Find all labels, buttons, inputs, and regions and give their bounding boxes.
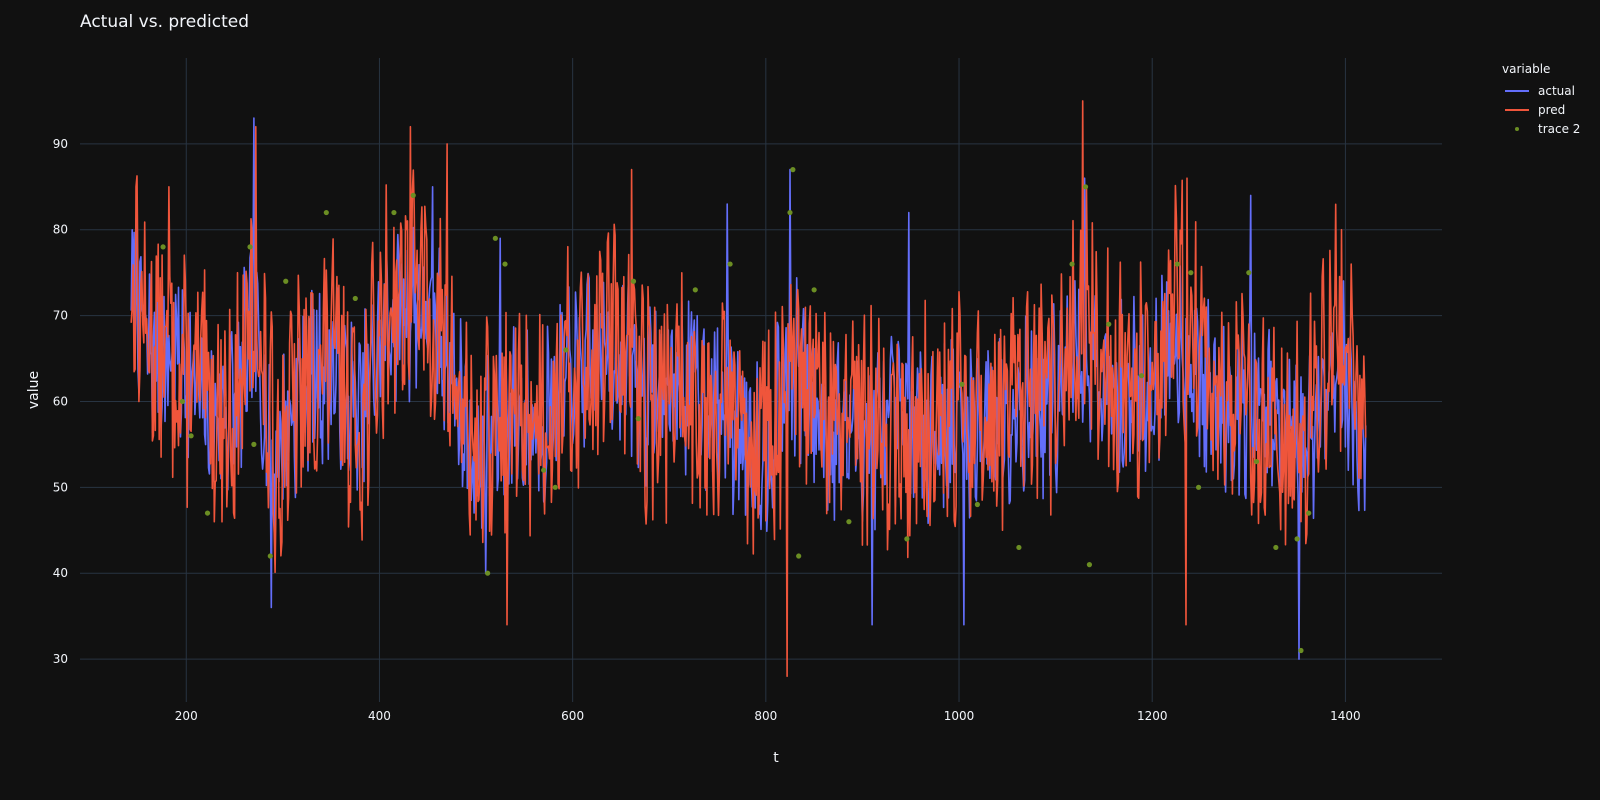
legend-swatch-trace-2 — [1502, 124, 1532, 134]
trace-2-point[interactable] — [635, 416, 641, 422]
trace-2-point[interactable] — [247, 244, 253, 250]
trace-2-point[interactable] — [796, 553, 802, 559]
y-tick-label: 30 — [53, 652, 68, 666]
trace-2-point[interactable] — [1082, 184, 1089, 190]
trace-2-point[interactable] — [974, 501, 980, 508]
y-tick-labels: 30 40 50 60 70 80 90 — [53, 137, 68, 666]
y-tick-label: 90 — [53, 137, 68, 151]
legend-item-pred[interactable]: pred — [1502, 100, 1580, 119]
trace-2-point[interactable] — [1106, 321, 1112, 327]
trace-2-point[interactable] — [283, 278, 289, 284]
y-tick-label: 40 — [53, 566, 68, 580]
trace-2-point[interactable] — [1253, 458, 1260, 465]
legend: variable actual pred trace 2 — [1502, 62, 1580, 138]
trace-2-point[interactable] — [160, 244, 166, 250]
trace-2-point[interactable] — [787, 209, 793, 216]
chart-title: Actual vs. predicted — [80, 12, 250, 32]
trace-2-point[interactable] — [323, 209, 329, 216]
x-tick-label: 1200 — [1137, 709, 1168, 723]
legend-swatch-pred — [1502, 105, 1532, 115]
trace-2-point[interactable] — [692, 287, 698, 293]
x-tick-label: 200 — [175, 709, 198, 723]
x-tick-labels: 200 400 600 800 1000 1200 1400 — [175, 709, 1361, 723]
trace-2-point[interactable] — [485, 570, 491, 576]
trace-2-point[interactable] — [630, 278, 637, 284]
y-tick-label: 80 — [53, 223, 68, 237]
trace-2-point[interactable] — [1188, 270, 1194, 276]
plot-traces — [130, 100, 1367, 677]
trace-2-point[interactable] — [410, 192, 416, 198]
trace-2-point[interactable] — [1273, 544, 1279, 551]
trace-2-point[interactable] — [188, 433, 194, 439]
trace-2-point[interactable] — [492, 235, 498, 241]
trace-2-point[interactable] — [1174, 261, 1180, 267]
trace-2-point[interactable] — [251, 441, 257, 447]
legend-label-actual: actual — [1538, 83, 1575, 98]
legend-item-trace-2[interactable]: trace 2 — [1502, 119, 1580, 138]
series-line-pred[interactable] — [130, 100, 1367, 677]
trace-2-point[interactable] — [959, 381, 965, 387]
trace-2-point[interactable] — [904, 536, 910, 542]
trace-2-point[interactable] — [502, 261, 508, 267]
trace-2-point[interactable] — [846, 519, 852, 525]
x-tick-label: 400 — [368, 709, 391, 723]
trace-2-point[interactable] — [790, 167, 796, 173]
legend-label-trace-2: trace 2 — [1538, 121, 1581, 136]
trace-2-point[interactable] — [179, 398, 185, 405]
trace-2-point[interactable] — [1086, 562, 1093, 568]
trace-2-point[interactable] — [1069, 261, 1075, 267]
trace-2-point[interactable] — [352, 295, 358, 302]
trace-2-point[interactable] — [1195, 484, 1202, 490]
trace-2-point[interactable] — [541, 467, 547, 473]
y-axis-label: value — [26, 371, 42, 409]
x-tick-label: 800 — [754, 709, 777, 723]
trace-2-point[interactable] — [391, 209, 397, 216]
series-line-actual[interactable] — [130, 117, 1367, 660]
trace-2-point[interactable] — [552, 484, 558, 490]
legend-swatch-actual — [1502, 86, 1532, 96]
x-tick-label: 1000 — [944, 709, 975, 723]
x-tick-label: 1400 — [1330, 709, 1361, 723]
trace-2-point[interactable] — [727, 261, 733, 267]
legend-item-actual[interactable]: actual — [1502, 81, 1580, 100]
legend-label-pred: pred — [1538, 102, 1566, 117]
trace-2-point[interactable] — [1138, 373, 1145, 379]
y-tick-label: 60 — [53, 394, 68, 408]
legend-title: variable — [1502, 62, 1551, 76]
x-tick-label: 600 — [561, 709, 584, 723]
trace-2-point[interactable] — [267, 553, 273, 559]
trace-2-point[interactable] — [1016, 544, 1022, 551]
trace-2-point[interactable] — [1306, 510, 1312, 516]
trace-2-point[interactable] — [204, 510, 211, 516]
trace-2-point[interactable] — [563, 347, 569, 353]
x-axis-label: t — [773, 750, 779, 766]
y-tick-label: 70 — [53, 309, 68, 323]
y-tick-label: 50 — [53, 480, 68, 494]
trace-2-point[interactable] — [1246, 270, 1252, 276]
trace-2-point[interactable] — [811, 287, 817, 293]
trace-2-point[interactable] — [1298, 647, 1304, 654]
trace-2-point[interactable] — [1294, 536, 1300, 542]
